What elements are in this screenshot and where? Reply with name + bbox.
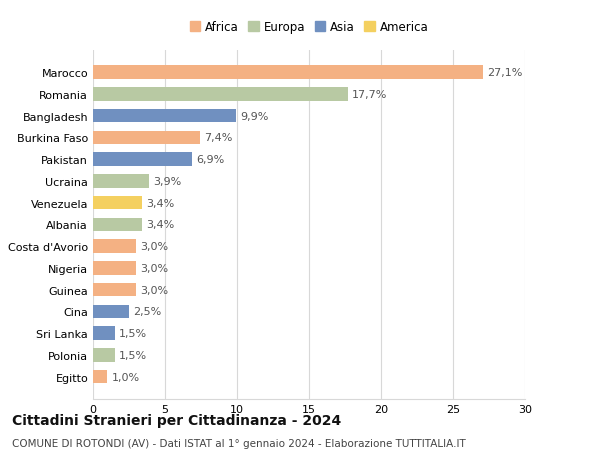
- Bar: [93, 110, 236, 123]
- Bar: [93, 218, 142, 232]
- Text: 17,7%: 17,7%: [352, 90, 388, 100]
- Bar: [93, 131, 200, 145]
- Text: 3,4%: 3,4%: [146, 220, 175, 230]
- Legend: Africa, Europa, Asia, America: Africa, Europa, Asia, America: [185, 16, 433, 39]
- Text: 3,0%: 3,0%: [140, 263, 169, 273]
- Bar: [93, 196, 142, 210]
- Bar: [93, 153, 193, 167]
- Text: 2,5%: 2,5%: [133, 307, 161, 317]
- Bar: [93, 327, 115, 340]
- Text: 3,0%: 3,0%: [140, 241, 169, 252]
- Bar: [93, 283, 136, 297]
- Text: 1,0%: 1,0%: [112, 372, 140, 382]
- Bar: [93, 67, 483, 80]
- Text: COMUNE DI ROTONDI (AV) - Dati ISTAT al 1° gennaio 2024 - Elaborazione TUTTITALIA: COMUNE DI ROTONDI (AV) - Dati ISTAT al 1…: [12, 438, 466, 448]
- Text: 9,9%: 9,9%: [240, 112, 268, 122]
- Text: 1,5%: 1,5%: [119, 350, 147, 360]
- Text: 1,5%: 1,5%: [119, 328, 147, 338]
- Text: Cittadini Stranieri per Cittadinanza - 2024: Cittadini Stranieri per Cittadinanza - 2…: [12, 413, 341, 427]
- Text: 3,0%: 3,0%: [140, 285, 169, 295]
- Bar: [93, 305, 129, 319]
- Text: 6,9%: 6,9%: [197, 155, 225, 165]
- Bar: [93, 175, 149, 188]
- Bar: [93, 240, 136, 253]
- Bar: [93, 262, 136, 275]
- Text: 3,4%: 3,4%: [146, 198, 175, 208]
- Text: 7,4%: 7,4%: [204, 133, 232, 143]
- Bar: [93, 348, 115, 362]
- Text: 27,1%: 27,1%: [488, 68, 523, 78]
- Bar: [93, 88, 348, 101]
- Bar: [93, 370, 107, 383]
- Text: 3,9%: 3,9%: [154, 177, 182, 186]
